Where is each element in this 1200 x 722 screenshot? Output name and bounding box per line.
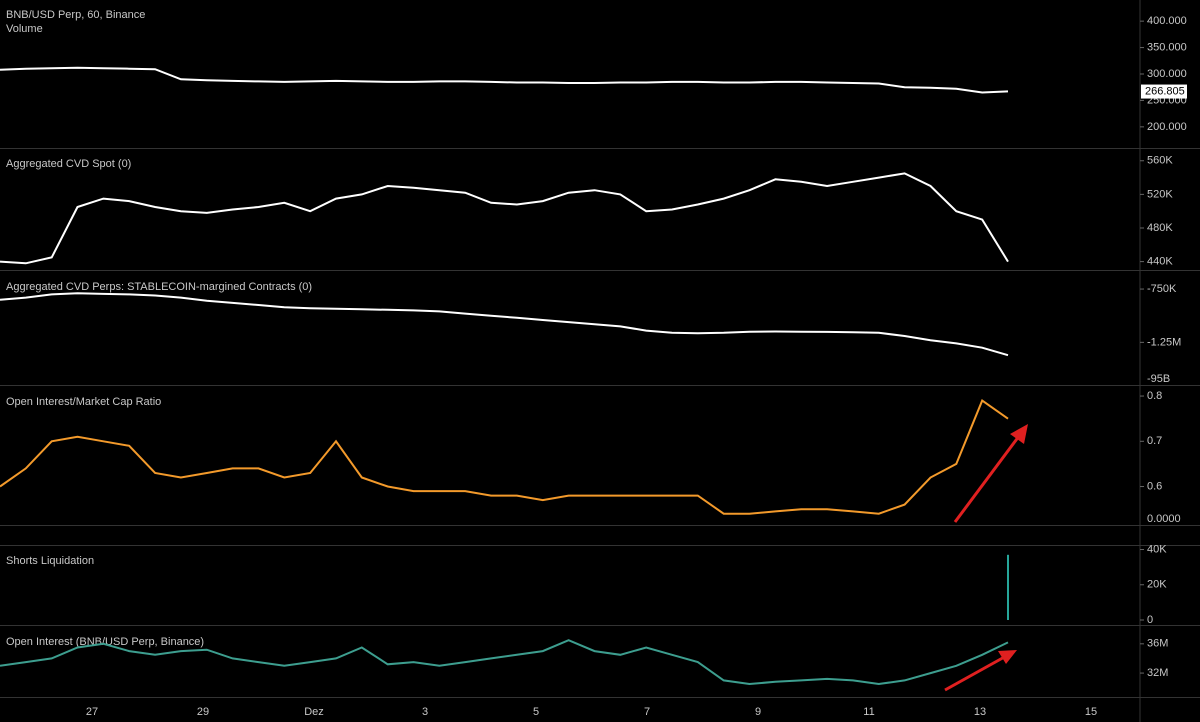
y-tick-label: 520K — [1147, 188, 1173, 200]
pane-title: Shorts Liquidation — [6, 555, 94, 567]
x-tick-label: 7 — [644, 706, 650, 718]
y-tick-label: 300.000 — [1147, 68, 1187, 80]
y-tick-label: 560K — [1147, 155, 1173, 167]
y-tick-label: 480K — [1147, 222, 1173, 234]
x-tick-label: 11 — [863, 706, 874, 718]
price-label-box — [1141, 84, 1187, 99]
y-tick-label: 400.000 — [1147, 15, 1187, 27]
y-tick-label: 0.6 — [1147, 480, 1162, 492]
axis-label: -95B — [1147, 373, 1170, 385]
axis-label: 0.0000 — [1147, 513, 1181, 525]
y-tick-label: 200.000 — [1147, 121, 1187, 133]
line-series — [0, 292, 1009, 357]
x-tick-label: 13 — [974, 706, 986, 718]
y-tick-label: 0 — [1147, 614, 1153, 626]
line-series — [0, 66, 1009, 94]
y-tick-label: -1.25M — [1147, 336, 1181, 348]
price-label: 266.805 — [1145, 85, 1185, 97]
y-tick-label: -750K — [1147, 283, 1177, 295]
y-tick-label: 0.7 — [1147, 435, 1162, 447]
line-series — [0, 399, 1009, 515]
line-series — [0, 172, 1009, 265]
pane-title: Open Interest/Market Cap Ratio — [6, 396, 161, 408]
y-tick-label: 440K — [1147, 256, 1173, 268]
bar — [1007, 554, 1009, 620]
pane-title: Aggregated CVD Perps: STABLECOIN-margine… — [6, 281, 312, 293]
line-series — [0, 639, 1009, 686]
y-tick-label: 32M — [1147, 667, 1168, 679]
x-tick-label: 3 — [422, 706, 428, 718]
y-tick-label: 36M — [1147, 638, 1168, 650]
pane-title: BNB/USD Perp, 60, Binance — [6, 9, 145, 21]
y-tick-label: 350.000 — [1147, 41, 1187, 53]
y-tick-label: 20K — [1147, 579, 1167, 591]
pane-subtitle: Volume — [6, 23, 43, 35]
pane-title: Open Interest (BNB/USD Perp, Binance) — [6, 636, 204, 648]
x-tick-label: Dez — [304, 706, 324, 718]
x-tick-label: 5 — [533, 706, 539, 718]
pane-title: Aggregated CVD Spot (0) — [6, 158, 131, 170]
x-tick-label: 9 — [755, 706, 761, 718]
x-tick-label: 15 — [1085, 706, 1097, 718]
y-tick-label: 0.8 — [1147, 390, 1162, 402]
x-tick-label: 27 — [86, 706, 98, 718]
y-tick-label: 40K — [1147, 543, 1167, 555]
arrow — [944, 650, 1017, 692]
x-tick-label: 29 — [197, 706, 209, 718]
arrow — [953, 424, 1028, 523]
